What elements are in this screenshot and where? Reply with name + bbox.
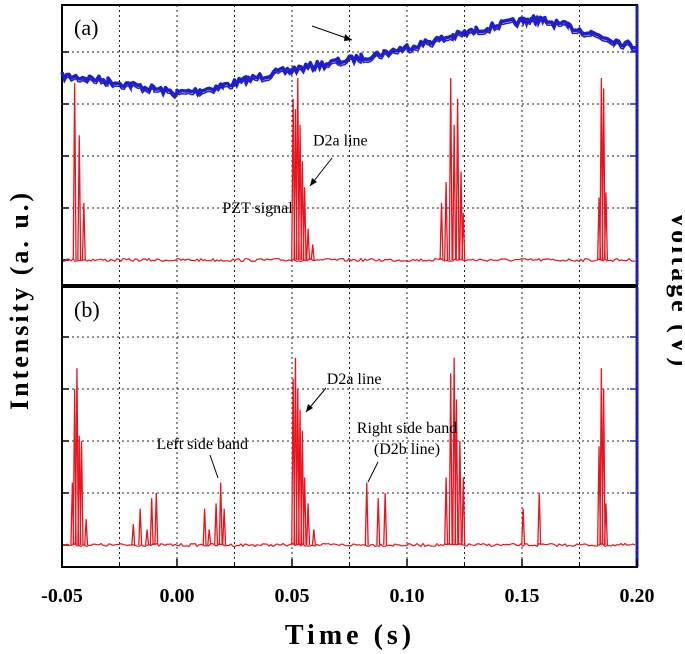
transmission-peak bbox=[383, 492, 388, 546]
transmission-peak bbox=[154, 492, 159, 546]
annotation-arrowhead bbox=[344, 34, 352, 41]
transmission-baseline bbox=[62, 542, 636, 548]
transmission-peak bbox=[448, 77, 453, 261]
transmission-peak bbox=[452, 124, 457, 261]
transmission-peak bbox=[444, 181, 449, 261]
x-tick-label: 0.20 bbox=[620, 585, 655, 607]
transmission-peak bbox=[302, 477, 307, 546]
transmission-peak bbox=[74, 368, 79, 546]
annotation-text: Right side band bbox=[357, 420, 457, 437]
transmission-peak bbox=[459, 171, 464, 261]
transmission-baseline bbox=[62, 257, 636, 263]
annotation-text: Left side band bbox=[157, 436, 249, 453]
transmission-peak bbox=[444, 477, 449, 546]
transmission-peak bbox=[311, 529, 316, 546]
transmission-peak bbox=[149, 498, 154, 546]
transmission-peak bbox=[310, 244, 315, 261]
transmission-peak bbox=[302, 187, 307, 261]
transmission-peak bbox=[79, 440, 84, 546]
transmission-peak bbox=[145, 529, 150, 546]
transmission-peak bbox=[454, 399, 459, 546]
transmission-peak bbox=[138, 508, 143, 546]
transmission-peak bbox=[214, 503, 219, 546]
annotation-text: PZT signal bbox=[222, 200, 293, 217]
transmission-peak bbox=[601, 388, 606, 546]
transmission-peak bbox=[455, 98, 460, 261]
transmission-peak bbox=[461, 213, 466, 261]
x-tick-label: -0.05 bbox=[41, 585, 83, 607]
y-label-left-text: Intensity (a. u.) bbox=[5, 190, 34, 410]
transmission-peak bbox=[207, 529, 212, 546]
y-label-right-text: Voltage (V) bbox=[666, 211, 682, 369]
y-axis-label-intensity: Intensity (a. u.) bbox=[4, 0, 34, 560]
transmission-peak bbox=[457, 440, 462, 546]
annotation-text: D2a line bbox=[327, 371, 382, 388]
x-tick-label: 0.15 bbox=[505, 585, 540, 607]
transmission-peak bbox=[603, 503, 608, 546]
transmission-peak bbox=[603, 192, 608, 261]
transmission-peak bbox=[521, 508, 526, 546]
annotation-text: D2a line bbox=[313, 133, 368, 150]
transmission-peak bbox=[439, 202, 444, 261]
transmission-peak bbox=[84, 518, 89, 546]
y-axis-label-voltage: Voltage (V) bbox=[648, 0, 685, 560]
panel-label: (a) bbox=[74, 15, 98, 40]
transmission-peak bbox=[77, 135, 82, 261]
transmission-peak bbox=[537, 492, 542, 546]
pzt-signal-line bbox=[60, 14, 638, 97]
panel-b: (b) Left side band D2a line Right side band… bbox=[61, 286, 639, 568]
x-tick-label: 0.05 bbox=[275, 585, 310, 607]
x-tick-label: 0.00 bbox=[160, 585, 195, 607]
annotation-arrowhead bbox=[310, 178, 317, 186]
transmission-peak bbox=[306, 503, 311, 546]
annotation-arrow bbox=[367, 461, 379, 483]
transmission-peak bbox=[131, 524, 136, 546]
annotation-arrowhead bbox=[306, 404, 313, 412]
annotation-text: (D2b line) bbox=[374, 441, 440, 458]
transmission-peak bbox=[448, 373, 453, 546]
transmission-peak bbox=[218, 482, 223, 546]
panel-a: (a) PZT signal D2a line bbox=[60, 4, 639, 286]
pzt-signal-noise bbox=[61, 18, 638, 100]
transmission-peak bbox=[202, 508, 207, 546]
transmission-peak bbox=[364, 482, 369, 546]
transmission-peak bbox=[81, 202, 86, 261]
annotation-arrow bbox=[209, 454, 219, 479]
transmission-peak bbox=[461, 477, 466, 546]
transmission-peak bbox=[306, 228, 311, 261]
transmission-peak bbox=[376, 498, 381, 546]
transmission-peak bbox=[72, 83, 77, 261]
x-axis: -0.05 0.00 0.05 0.10 0.15 0.20 bbox=[41, 559, 655, 607]
transmission-peak bbox=[601, 88, 606, 261]
x-axis-label: Time (s) bbox=[285, 620, 415, 651]
panel-label: (b) bbox=[74, 297, 100, 322]
x-tick-label: 0.10 bbox=[390, 585, 425, 607]
transmission-peak bbox=[222, 508, 227, 546]
transmission-peak bbox=[300, 430, 305, 546]
